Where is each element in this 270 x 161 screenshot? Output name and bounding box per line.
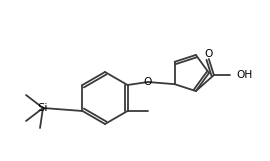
Text: O: O [144, 77, 152, 87]
Text: O: O [205, 49, 213, 59]
Text: Si: Si [38, 103, 48, 113]
Text: OH: OH [237, 70, 253, 80]
